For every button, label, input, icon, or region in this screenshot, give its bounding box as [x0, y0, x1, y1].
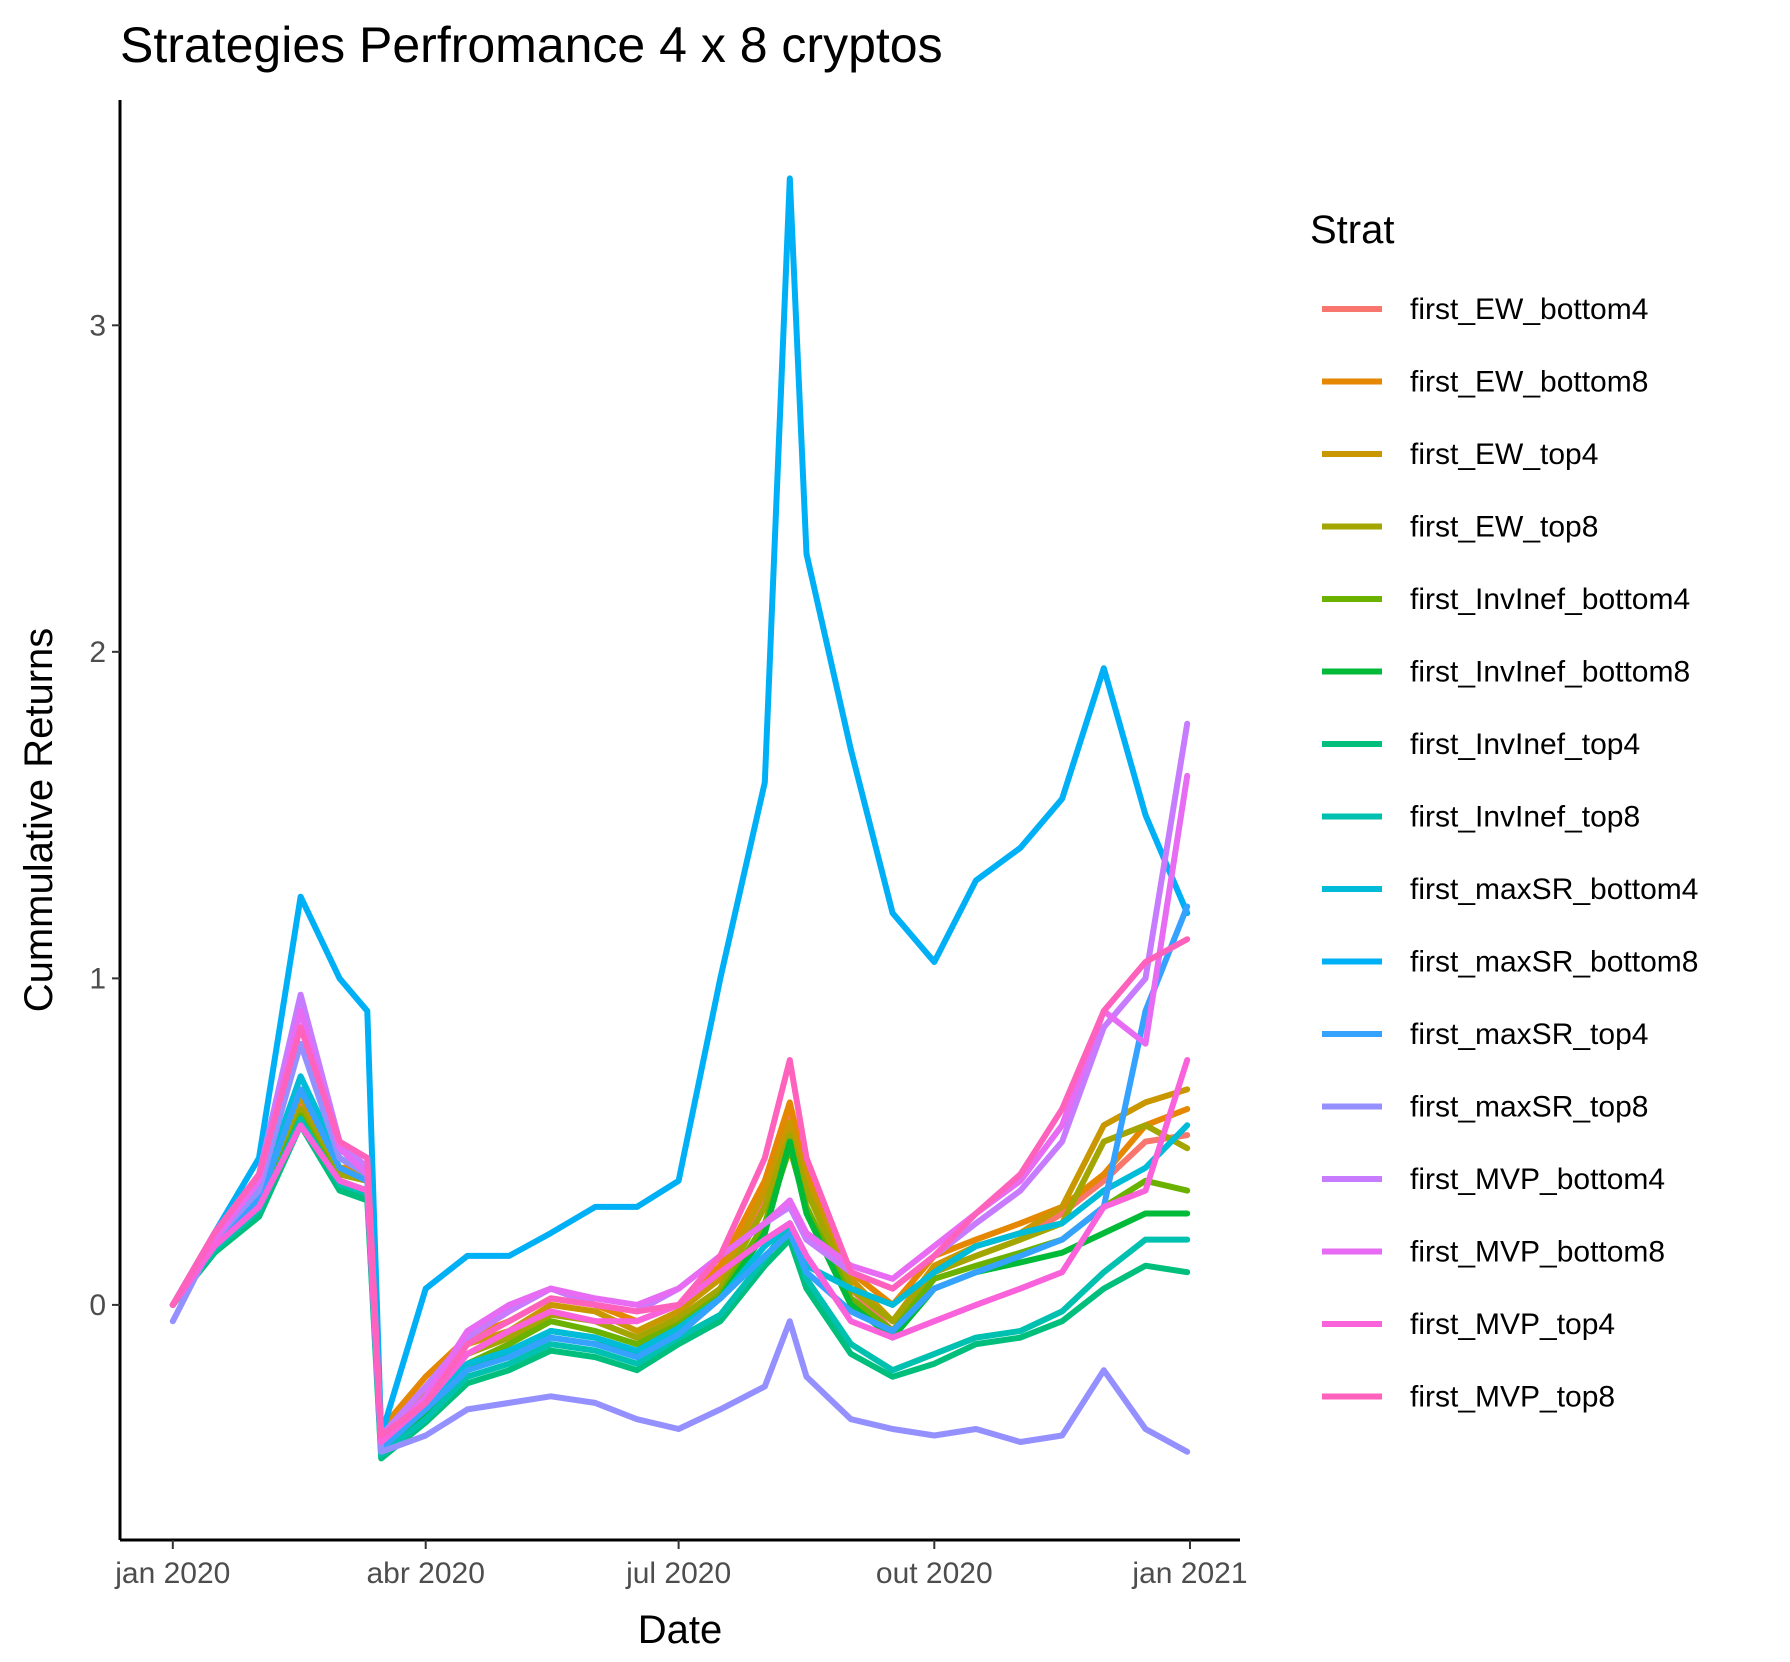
legend-label: first_MVP_top4	[1410, 1308, 1615, 1341]
x-ticks: jan 2020 abr 2020 jul 2020 out 2020 jan 2021	[114, 1540, 1248, 1590]
x-tick-label: jan 2021	[1131, 1557, 1247, 1590]
legend-label: first_EW_top4	[1410, 438, 1598, 471]
legend-label: first_maxSR_bottom4	[1410, 873, 1698, 906]
legend-label: first_InvInef_top4	[1410, 728, 1640, 761]
x-tick-label: jul 2020	[625, 1557, 731, 1590]
legend-label: first_maxSR_top8	[1410, 1091, 1648, 1124]
y-ticks: 0 1 2 3	[89, 309, 120, 1322]
y-tick-label: 0	[89, 1289, 106, 1322]
x-axis-title: Date	[638, 1608, 723, 1652]
y-tick-label: 1	[89, 962, 106, 995]
series-line-first_MVP_top8	[169, 936, 1191, 1439]
x-tick-label: jan 2020	[114, 1557, 230, 1590]
legend-label: first_InvInef_bottom4	[1410, 583, 1690, 616]
y-tick-label: 2	[89, 636, 106, 669]
legend-label: first_MVP_top8	[1410, 1381, 1615, 1414]
legend-label: first_maxSR_bottom8	[1410, 946, 1698, 979]
series-line-first_MVP_bottom8	[169, 772, 1191, 1445]
legend-items: first_EW_bottom4 first_EW_bottom8 first_EW…	[1322, 293, 1698, 1414]
legend-label: first_MVP_bottom8	[1410, 1236, 1665, 1269]
legend-label: first_EW_top8	[1410, 511, 1598, 544]
y-axis-title: Cummulative Returns	[17, 628, 61, 1013]
series-line-first_maxSR_bottom8	[169, 175, 1191, 1439]
legend-label: first_EW_bottom8	[1410, 366, 1648, 399]
series-line-first_InvInef_top4	[169, 1122, 1191, 1462]
legend-label: first_MVP_bottom4	[1410, 1163, 1665, 1196]
series-line-first_maxSR_top4	[169, 903, 1191, 1452]
legend-title: Strat	[1310, 208, 1394, 252]
x-tick-label: out 2020	[876, 1557, 993, 1590]
legend-label: first_InvInef_bottom8	[1410, 656, 1690, 689]
chart-title: Strategies Perfromance 4 x 8 cryptos	[120, 17, 943, 73]
legend-label: first_EW_bottom4	[1410, 293, 1648, 326]
y-tick-label: 3	[89, 309, 106, 342]
x-tick-label: abr 2020	[366, 1557, 484, 1590]
series-line-first_EW_top8	[169, 1106, 1191, 1439]
legend-label: first_maxSR_top4	[1410, 1018, 1648, 1051]
legend: Strat first_EW_bottom4first_EW_bottom8fi…	[1310, 208, 1698, 1414]
series-line-first_maxSR_top8	[169, 1040, 1191, 1455]
legend-label: first_InvInef_top8	[1410, 801, 1640, 834]
series-layer	[169, 175, 1191, 1462]
